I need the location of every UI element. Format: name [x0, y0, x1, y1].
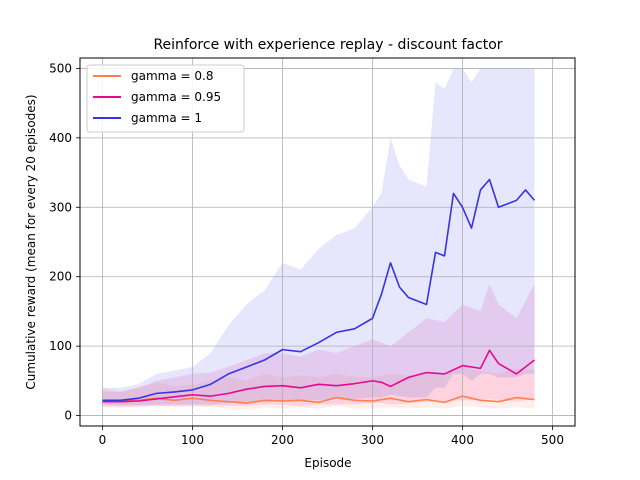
series-line-1 [102, 349, 535, 403]
series-lines [102, 178, 536, 404]
x-tick-label-1: 100 [181, 433, 204, 447]
y-tick-label-1: 100 [49, 339, 72, 353]
y-axis-label: Cumulative reward (mean for every 20 epi… [24, 94, 38, 389]
legend-label-1: gamma = 0.95 [131, 90, 221, 104]
x-tick-label-5: 500 [541, 433, 564, 447]
y-tick-label-0: 0 [64, 409, 72, 423]
x-axis-label: Episode [304, 456, 351, 470]
x-tick-label-0: 0 [99, 433, 107, 447]
y-tick-label-3: 300 [49, 200, 72, 214]
legend-box [86, 64, 245, 133]
series-line-2 [102, 178, 536, 402]
x-axis-ticks: 0 100 200 300 400 500 [99, 426, 564, 447]
y-tick-label-2: 200 [49, 270, 72, 284]
y-axis-ticks: 0 100 200 300 400 500 [49, 61, 80, 423]
raw-band-series-2 [102, 68, 535, 406]
x-tick-label-2: 200 [271, 433, 294, 447]
y-tick-label-5: 500 [49, 61, 72, 75]
chart-title: Reinforce with experience replay - disco… [153, 37, 502, 53]
legend-label-2: gamma = 1 [131, 111, 202, 125]
legend-label-0: gamma = 0.8 [131, 69, 213, 83]
raw-band-series-1 [102, 283, 535, 408]
x-tick-label-3: 300 [361, 433, 384, 447]
y-tick-label-4: 400 [49, 131, 72, 145]
series-line-0 [102, 395, 535, 404]
plot-area-frame [79, 57, 576, 427]
legend: gamma = 0.8 gamma = 0.95 gamma = 1 [86, 64, 245, 133]
x-tick-label-4: 400 [451, 433, 474, 447]
